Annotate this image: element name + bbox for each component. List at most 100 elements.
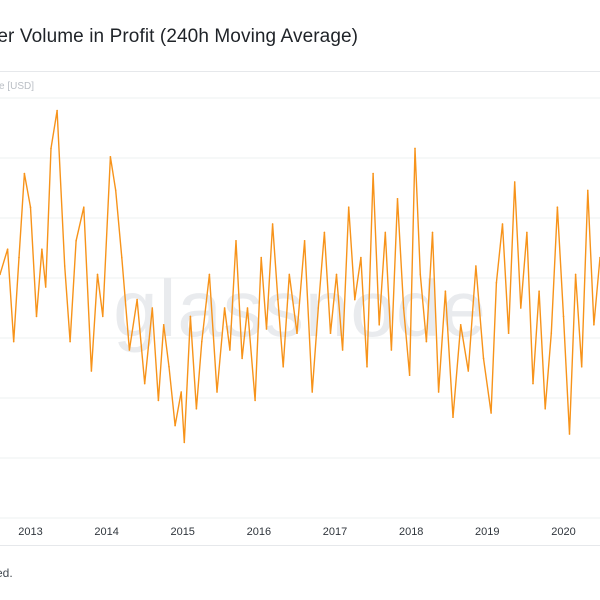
data-point xyxy=(587,189,589,192)
x-tick-label: 2013 xyxy=(18,526,42,538)
data-point xyxy=(354,298,356,301)
data-point xyxy=(109,156,112,158)
data-point xyxy=(63,265,66,267)
data-point xyxy=(482,357,485,360)
data-point xyxy=(83,206,85,208)
data-point xyxy=(459,324,462,326)
data-point xyxy=(311,391,314,393)
data-point xyxy=(520,307,522,309)
data-point xyxy=(35,315,38,318)
series-group xyxy=(0,109,600,444)
data-point xyxy=(18,256,20,259)
data-point xyxy=(180,391,182,393)
data-point xyxy=(437,391,440,393)
data-point xyxy=(223,307,226,309)
data-point xyxy=(235,240,237,242)
data-point xyxy=(143,382,146,385)
data-point xyxy=(277,298,279,301)
data-point xyxy=(513,181,516,183)
x-tick-label: 2014 xyxy=(94,526,118,538)
data-point xyxy=(568,433,571,435)
data-point xyxy=(189,315,192,318)
data-point xyxy=(162,324,165,326)
data-point xyxy=(490,412,492,414)
data-point xyxy=(271,223,274,225)
data-point xyxy=(366,366,368,368)
data-point xyxy=(121,256,123,259)
data-point xyxy=(151,307,154,309)
data-point xyxy=(265,328,268,330)
data-point xyxy=(229,349,231,351)
data-point xyxy=(574,273,577,276)
data-point xyxy=(6,248,9,250)
data-point xyxy=(128,349,131,351)
data-point xyxy=(467,370,470,372)
x-tick-label: 2015 xyxy=(170,526,194,538)
data-point xyxy=(246,307,249,309)
data-point xyxy=(96,273,99,276)
data-point xyxy=(168,366,170,368)
data-point xyxy=(174,424,176,427)
data-point xyxy=(56,109,58,112)
header-divider xyxy=(0,71,600,72)
data-point xyxy=(44,286,47,288)
data-point xyxy=(408,374,411,377)
data-point xyxy=(360,256,362,259)
data-point xyxy=(136,298,138,301)
chart-title: fer Volume in Profit (240h Moving Averag… xyxy=(0,26,359,47)
data-point xyxy=(544,408,546,410)
x-tick-label: 2019 xyxy=(475,526,499,538)
data-point xyxy=(90,370,93,372)
data-point xyxy=(372,172,374,175)
data-point xyxy=(425,340,428,343)
data-point xyxy=(288,273,291,276)
data-point xyxy=(296,332,298,335)
data-point xyxy=(550,332,553,335)
x-tick-label: 2016 xyxy=(247,526,271,538)
data-point xyxy=(396,198,399,200)
data-point xyxy=(41,248,43,250)
data-point xyxy=(562,315,565,318)
data-point xyxy=(402,307,405,309)
data-point xyxy=(75,240,77,242)
x-axis-ticks: 2013 2014 2015 2016 2017 2018 2019 2020 xyxy=(18,526,575,538)
data-point xyxy=(538,290,540,293)
data-point xyxy=(580,366,583,368)
grid-lines xyxy=(0,97,600,519)
data-point xyxy=(347,206,350,208)
data-point xyxy=(329,332,332,335)
data-point xyxy=(260,256,263,259)
data-point xyxy=(0,273,1,276)
data-point xyxy=(452,416,454,419)
data-point xyxy=(431,231,434,234)
data-point xyxy=(419,273,422,276)
data-point xyxy=(317,307,320,309)
data-point xyxy=(303,240,306,242)
data-point xyxy=(195,408,198,410)
data-point xyxy=(241,357,243,360)
data-point xyxy=(390,349,393,351)
footer-divider xyxy=(0,545,600,546)
data-point xyxy=(495,282,498,284)
data-point xyxy=(323,231,326,234)
data-point xyxy=(556,206,559,208)
data-point xyxy=(254,399,256,402)
data-point xyxy=(501,223,504,225)
data-point xyxy=(282,366,285,368)
data-point xyxy=(378,324,381,326)
data-point xyxy=(201,340,203,343)
watermark-logo: glassnode xyxy=(113,264,487,353)
data-point xyxy=(23,172,26,175)
x-tick-label: 2020 xyxy=(551,526,575,538)
data-point xyxy=(114,189,117,192)
data-point xyxy=(216,391,218,393)
y-axis-label: ce [USD] xyxy=(0,81,35,92)
data-point xyxy=(208,273,211,276)
data-point xyxy=(183,441,186,444)
data-point xyxy=(29,206,32,208)
data-point xyxy=(69,340,71,343)
x-tick-label: 2017 xyxy=(323,526,347,538)
data-point xyxy=(507,332,510,335)
data-point xyxy=(50,147,52,150)
